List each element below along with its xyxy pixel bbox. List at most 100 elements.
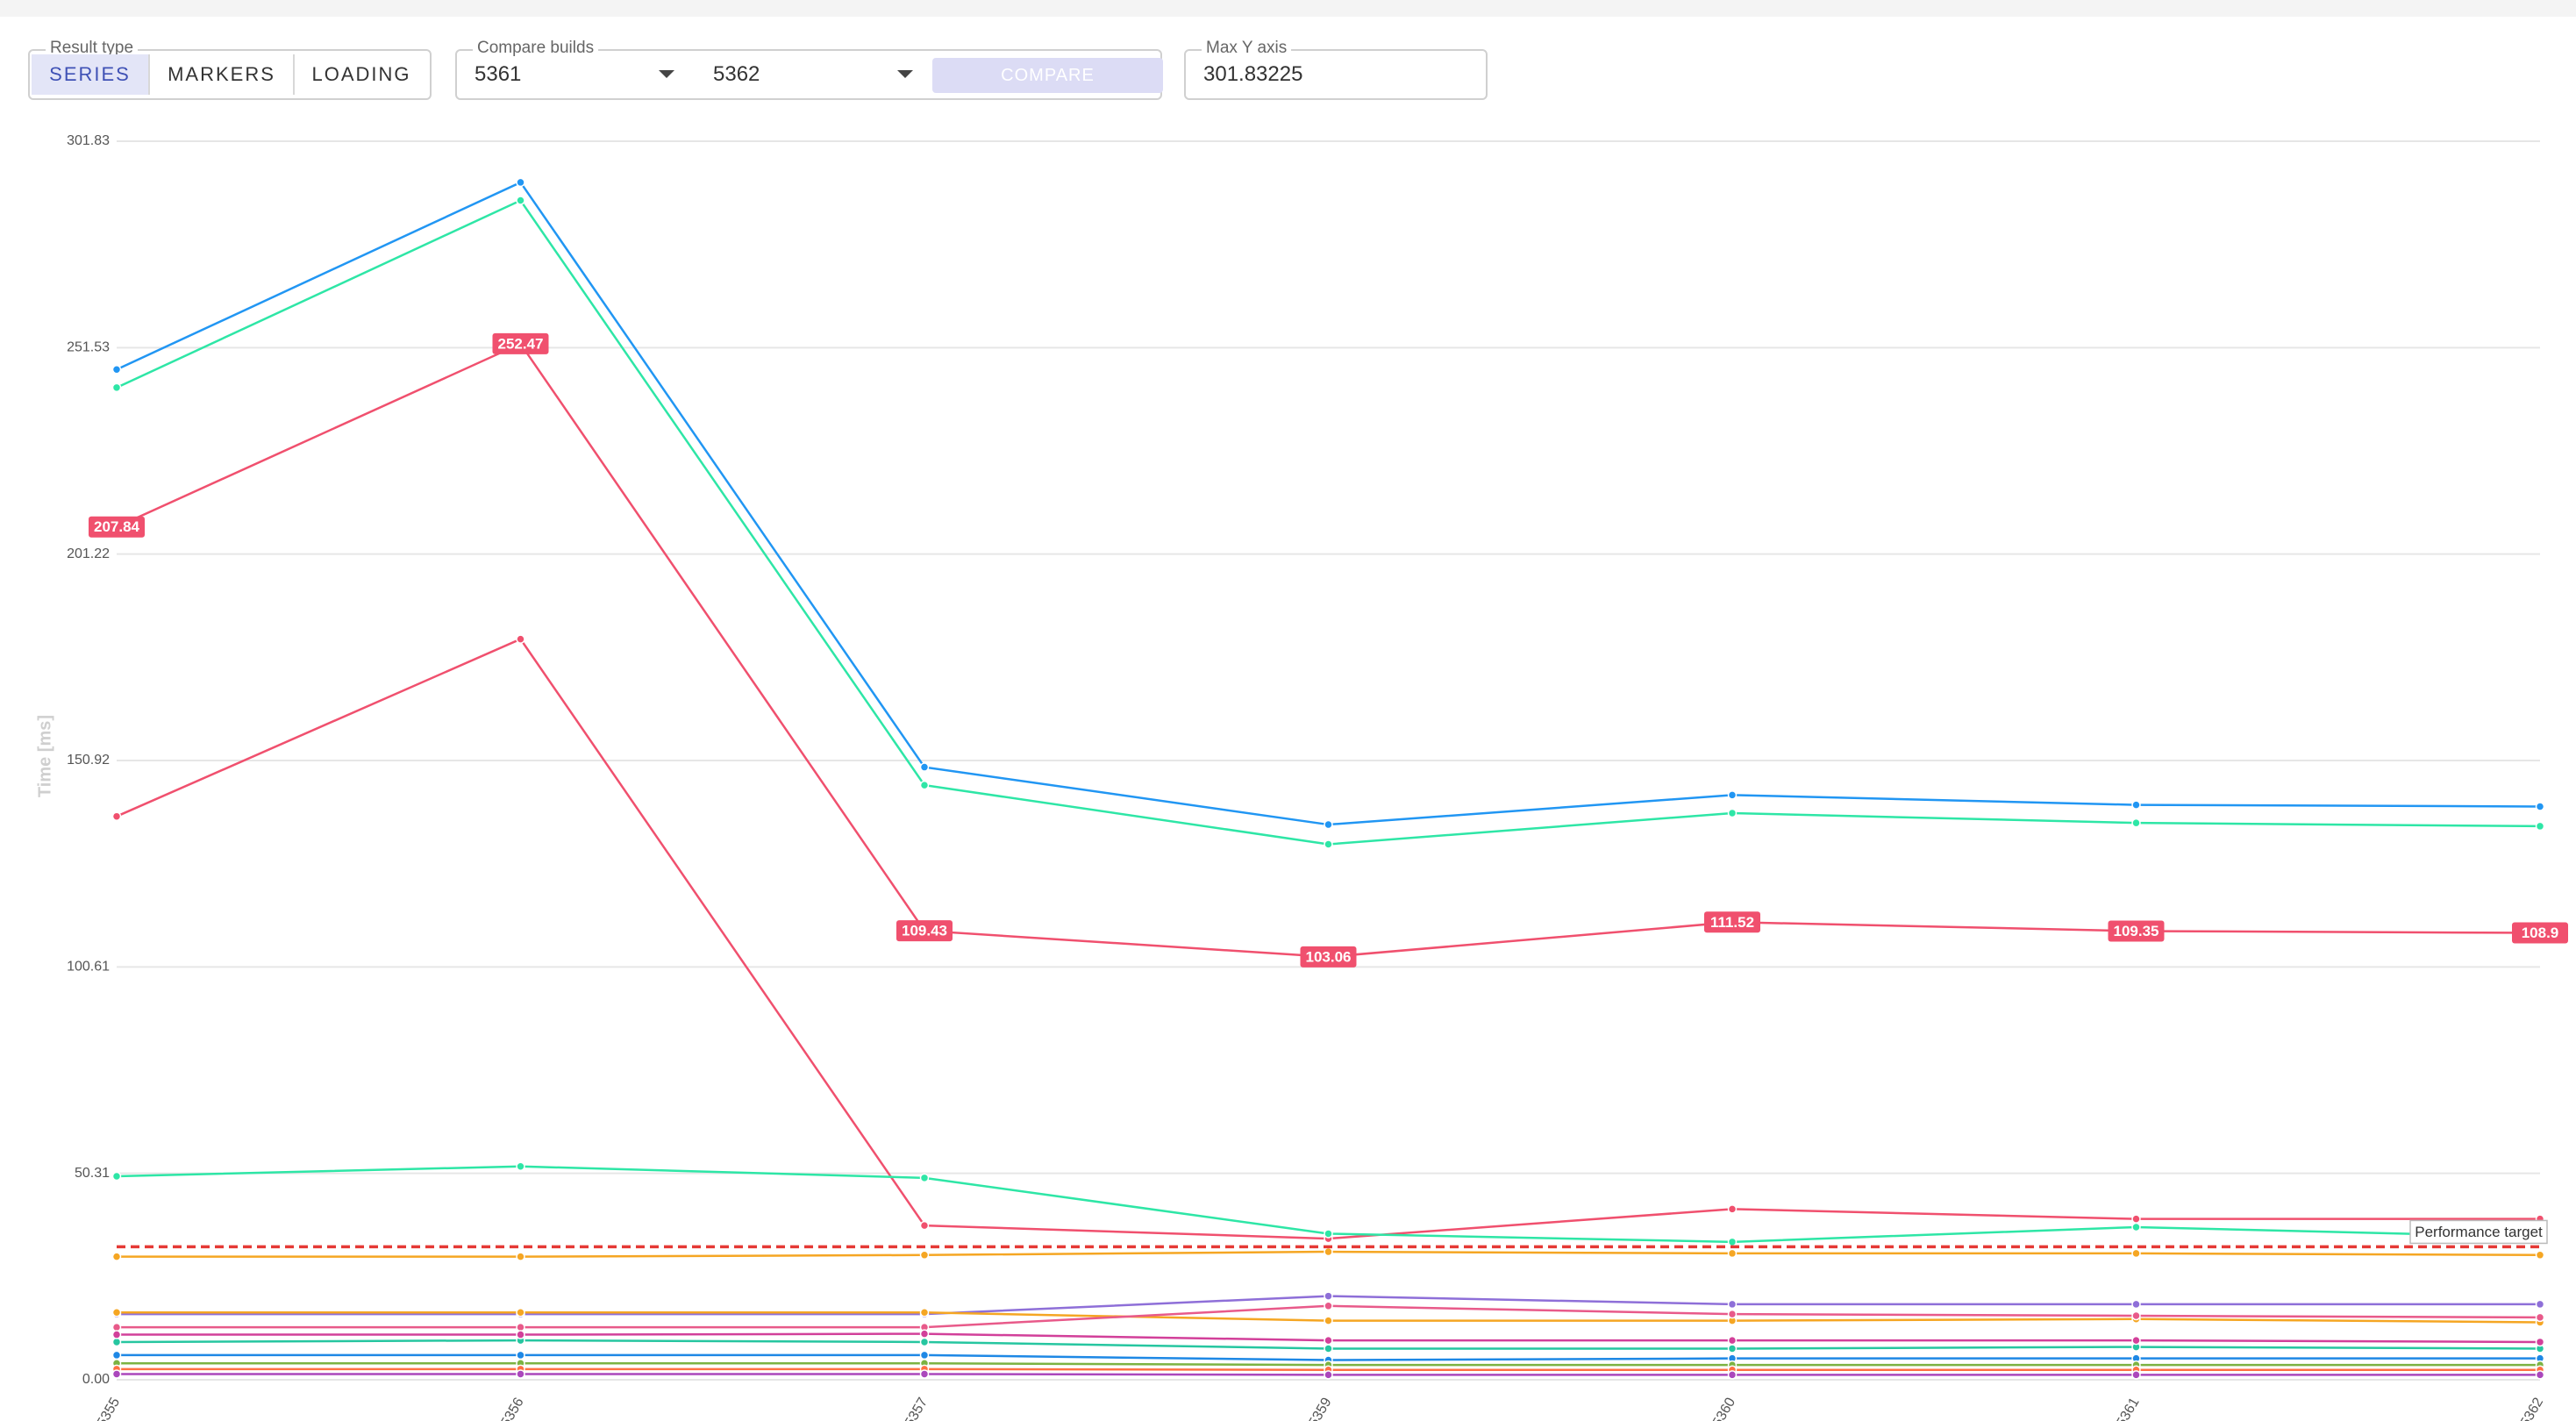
y-tick-label: 50.31 [75,1166,110,1181]
series-point [2535,1370,2545,1380]
result-type-group: Result type SERIES MARKERS LOADING [28,39,432,100]
series-point [516,1322,525,1332]
data-label-box [1300,946,1357,968]
series-point [1727,1204,1738,1214]
series-point [111,1252,122,1261]
build-b-select[interactable]: 5362 [713,62,760,86]
y-tick-label: 100.61 [67,960,110,975]
data-label: 108.9 [2512,922,2568,944]
series-point [2131,1222,2141,1232]
series-point [111,1171,122,1182]
series-point [111,1330,122,1339]
result-type-option[interactable]: SERIES [32,54,150,95]
data-label-text: 252.47 [498,335,544,352]
series-point [516,196,525,205]
x-tick-label: 5360 [1710,1396,1739,1421]
series-point [1324,819,1333,830]
top-strip [0,0,2576,17]
data-label: 111.52 [1704,911,1760,933]
result-type-option[interactable]: LOADING [311,63,411,85]
series-point [1324,1229,1333,1239]
max-y-input[interactable]: 301.83225 [1203,62,1303,86]
series-point [919,1250,930,1260]
x-tick-label: 5359 [1306,1396,1335,1421]
data-label-text: 103.06 [1306,948,1352,965]
build-a-select[interactable]: 5361 [475,62,522,86]
series-point [1727,1299,1738,1310]
data-label-text: 207.84 [94,518,140,535]
series-point [2131,1248,2141,1259]
data-label-box [492,332,549,354]
compare-button[interactable]: COMPARE [932,58,1163,93]
series-point [1324,1301,1333,1311]
series-point [919,1173,930,1183]
series-point [1727,1370,1738,1380]
series-line [116,342,2541,959]
data-label-box [2512,922,2568,944]
series-point [919,1350,930,1360]
series-point [1727,1237,1738,1247]
series-point [111,1369,122,1379]
series-point [1324,839,1333,849]
series-point [1727,1335,1738,1346]
series-point [1324,1335,1333,1346]
result-type-legend: Result type [46,39,139,58]
series-point [2131,1310,2141,1321]
data-label-text: 109.35 [2114,923,2159,939]
series-point [111,1308,122,1317]
series-point [111,1322,122,1332]
series-point [2131,1214,2141,1224]
data-label: 109.43 [896,920,953,942]
series-point [1727,1309,1738,1319]
series-point [111,382,122,393]
data-label-text: 109.43 [902,923,947,939]
x-tick-label: 5362 [2518,1396,2547,1421]
series-point [111,1337,122,1347]
x-tick-label: 5355 [95,1396,124,1421]
result-type-option[interactable]: MARKERS [150,54,295,95]
y-tick-label: 150.92 [67,753,110,768]
series-point [2535,802,2545,811]
series-point [1324,1370,1333,1380]
max-y-legend: Max Y axis [1202,39,1292,58]
series-point [2131,800,2141,810]
target-label-box [2409,1219,2548,1245]
series-point [516,177,525,188]
series-point [516,1350,525,1360]
series-point [1324,1316,1333,1325]
series-point [2131,1370,2141,1380]
series-point [2535,821,2545,832]
series-point [111,811,122,821]
series-point [919,780,930,790]
series-point [2131,818,2141,828]
y-tick-label: 0.00 [82,1372,110,1387]
y-tick-label: 251.53 [67,340,110,355]
series-point [516,1308,525,1317]
series-point [516,1330,525,1339]
series-point [1727,1248,1738,1259]
x-tick-label: 5357 [903,1396,931,1421]
series-point [2535,1299,2545,1310]
data-label-box [1704,911,1760,933]
series-point [919,1308,930,1317]
series-point [919,1369,930,1379]
series-point [1727,1344,1738,1353]
series-line [116,198,2541,846]
x-tick-label: 5361 [2114,1396,2143,1421]
series-point [1727,790,1738,800]
y-tick-label: 301.83 [67,133,110,148]
data-label-text: 111.52 [1710,914,1754,931]
series-point [111,365,122,375]
target-tag: Performance target [2409,1219,2548,1245]
series-point [516,1252,525,1261]
series-point [516,634,525,644]
y-axis-label: Time [ms] [35,715,54,797]
series-point [111,1350,122,1360]
data-label: 109.35 [2108,920,2165,942]
data-label: 103.06 [1300,946,1357,968]
series-point [1727,808,1738,818]
compare-builds-legend: Compare builds [473,39,599,58]
series-point [516,1369,525,1379]
